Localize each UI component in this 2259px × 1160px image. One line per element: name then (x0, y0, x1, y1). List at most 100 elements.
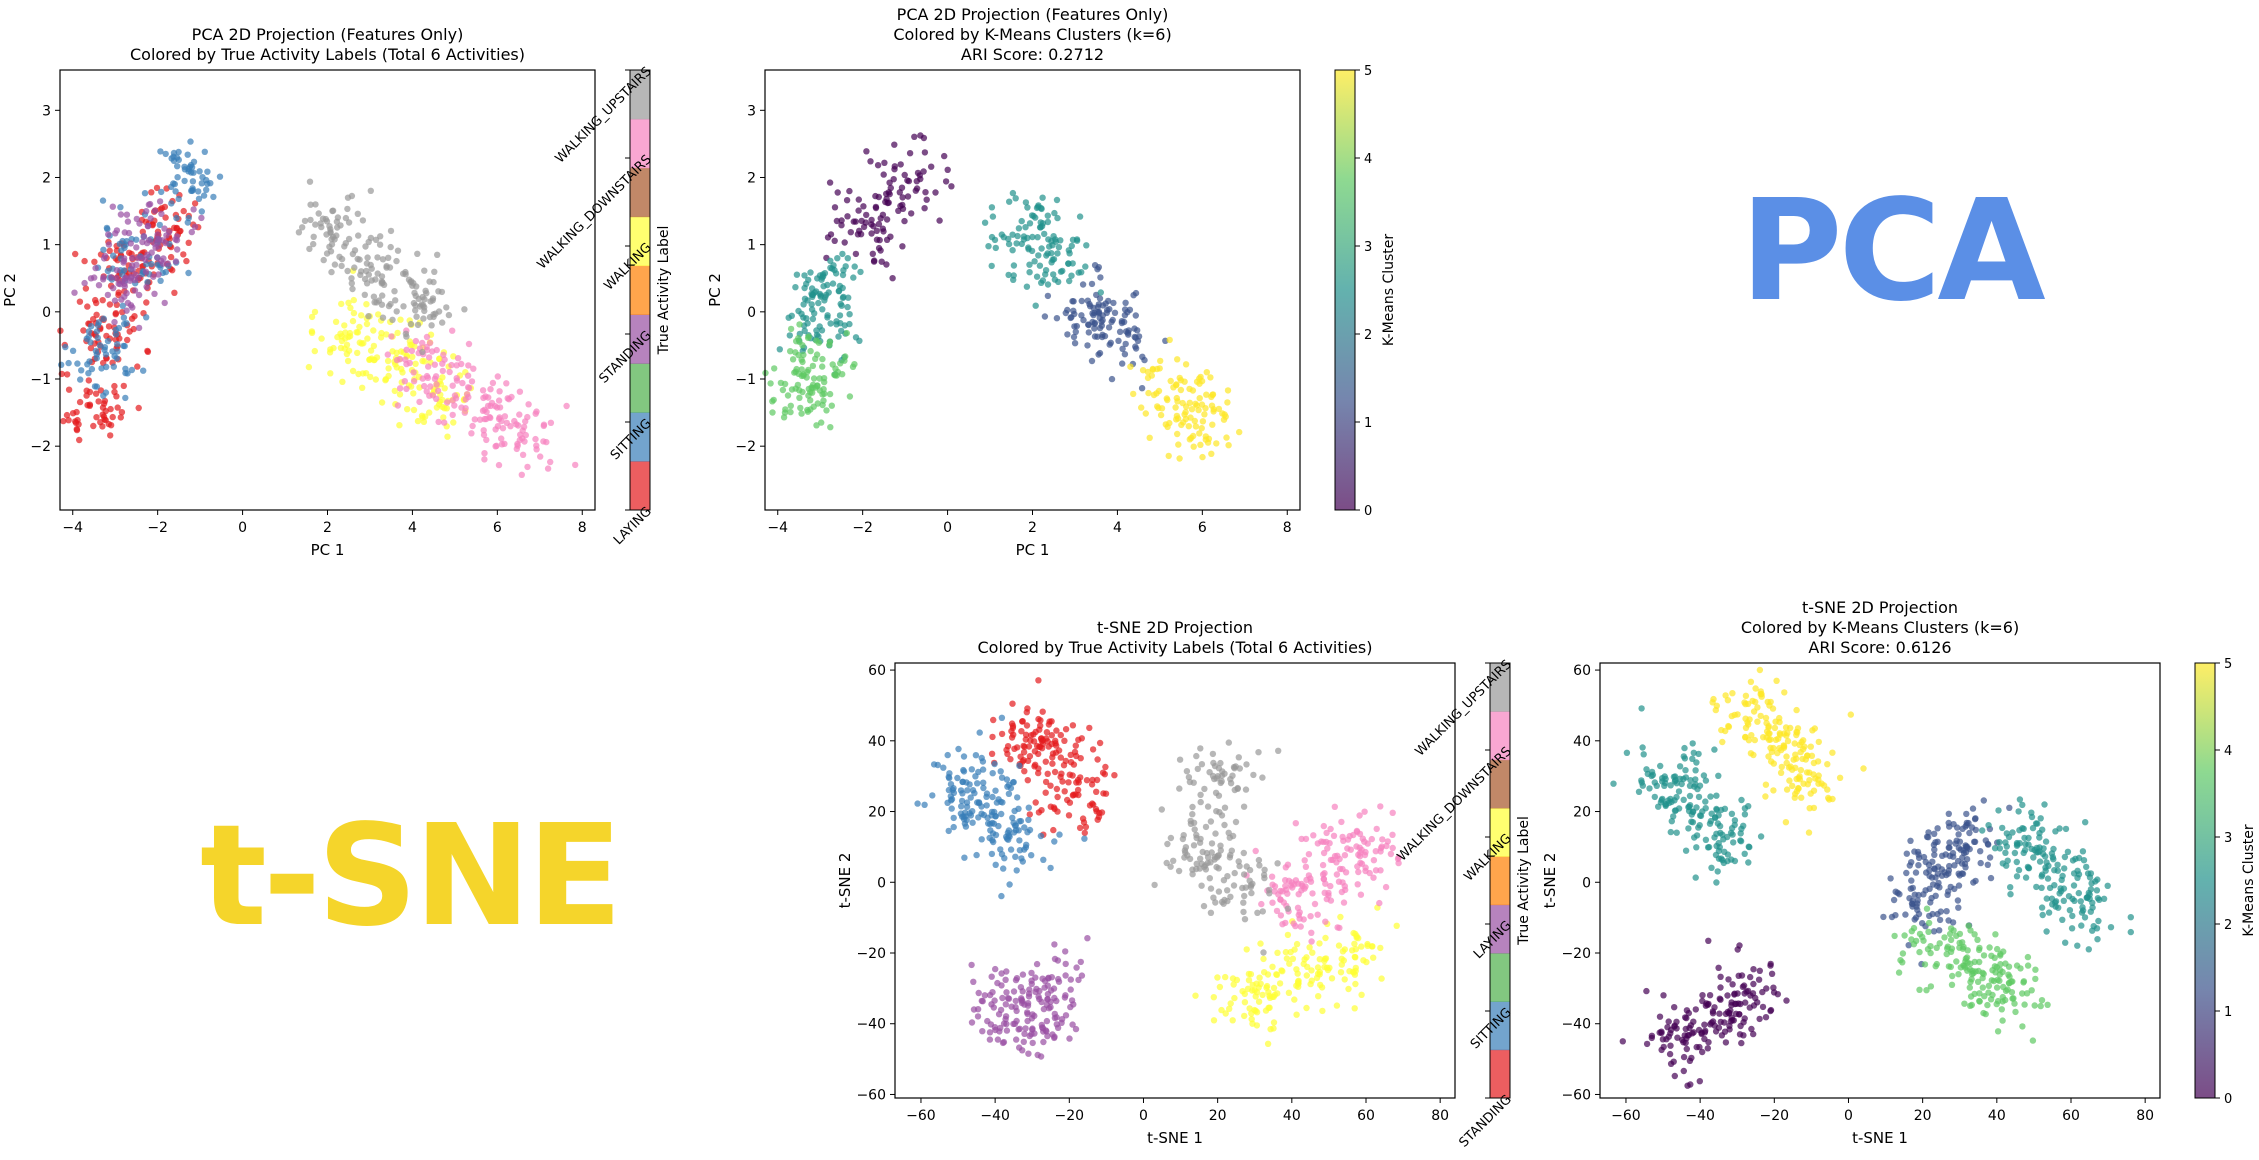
data-point (1749, 697, 1756, 705)
data-point (2031, 1002, 2038, 1009)
data-point (1062, 992, 1069, 999)
data-point (1990, 977, 1998, 985)
data-point (1887, 875, 1894, 882)
data-point (199, 174, 206, 181)
data-point (128, 315, 136, 322)
y-tick-label: 40 (1573, 734, 1591, 750)
data-point (1166, 336, 1173, 344)
data-point (1044, 250, 1051, 257)
data-point (1334, 852, 1341, 859)
data-point (1268, 873, 1276, 880)
data-point (1015, 225, 1023, 232)
data-point (1668, 818, 1676, 825)
data-point (436, 355, 443, 363)
data-point (975, 989, 982, 997)
data-point (514, 440, 521, 448)
data-point (407, 341, 414, 348)
data-point (401, 378, 408, 385)
data-point (1692, 776, 1699, 783)
data-point (87, 344, 95, 352)
data-point (1793, 788, 1801, 795)
data-point (2033, 883, 2040, 891)
data-point (1108, 375, 1116, 383)
data-point (1315, 993, 1322, 1000)
data-point (805, 276, 812, 284)
data-point (1923, 869, 1930, 876)
data-point (1211, 856, 1218, 863)
data-point (839, 250, 846, 258)
data-point (327, 370, 334, 377)
y-axis-label: PC 2 (1, 273, 19, 307)
data-point (1210, 408, 1217, 415)
data-point (1044, 292, 1052, 300)
data-point (1750, 966, 1757, 973)
data-point (1693, 844, 1700, 851)
colorbar-tick-label: LAYING (611, 504, 655, 548)
data-point (1360, 957, 1367, 964)
data-point (63, 411, 71, 419)
data-point (1700, 772, 1708, 779)
data-point (1740, 982, 1748, 989)
x-tick-label: 0 (1139, 1108, 1148, 1124)
data-point (333, 218, 341, 225)
data-point (1040, 1038, 1047, 1046)
tsne-kmeans-panel: −60 −40 −20 0 20 40 60 80−60−40−200204060t-SNE … (1541, 598, 2257, 1147)
data-point (1778, 763, 1786, 771)
data-point (1078, 297, 1086, 305)
data-point (1994, 997, 2002, 1005)
data-point (1925, 829, 1932, 836)
data-point (1915, 862, 1922, 869)
data-point (1119, 345, 1126, 352)
data-point (1986, 944, 1993, 951)
data-point (185, 269, 192, 277)
data-point (450, 419, 457, 426)
data-point (846, 393, 854, 400)
data-point (1770, 989, 1778, 996)
data-point (1757, 833, 1765, 840)
data-point (988, 262, 995, 270)
data-point (1015, 805, 1022, 812)
data-point (997, 846, 1004, 853)
data-point (155, 243, 162, 250)
data-point (81, 257, 88, 265)
data-point (489, 379, 497, 387)
data-point (1696, 1078, 1704, 1085)
data-point (792, 284, 799, 291)
data-point (1724, 833, 1731, 841)
data-point (1165, 452, 1172, 460)
data-point (1310, 832, 1317, 839)
data-point (2007, 884, 2014, 891)
data-point (326, 223, 333, 230)
data-point (1053, 785, 1061, 793)
data-point (828, 402, 835, 409)
data-point (420, 315, 427, 322)
data-point (980, 784, 987, 792)
data-point (1746, 843, 1753, 851)
data-point (198, 208, 205, 215)
data-point (1062, 948, 1069, 955)
data-point (1796, 741, 1803, 749)
data-point (831, 204, 839, 211)
data-point (91, 274, 98, 281)
data-point (1274, 990, 1281, 997)
data-point (1962, 842, 1969, 849)
data-point (1015, 1026, 1022, 1033)
data-point (1244, 985, 1252, 992)
data-point (1908, 936, 1915, 943)
data-point (190, 158, 198, 165)
data-point (1946, 862, 1953, 870)
data-point (1971, 838, 1978, 845)
data-point (796, 394, 803, 401)
data-point (855, 196, 862, 203)
data-point (807, 269, 814, 276)
data-point (496, 388, 503, 395)
data-point (114, 341, 121, 348)
data-point (1048, 732, 1056, 739)
data-point (844, 213, 851, 220)
data-point (117, 414, 125, 421)
data-point (344, 205, 351, 213)
data-point (379, 256, 387, 263)
data-point (488, 399, 496, 407)
data-point (1701, 1021, 1708, 1028)
